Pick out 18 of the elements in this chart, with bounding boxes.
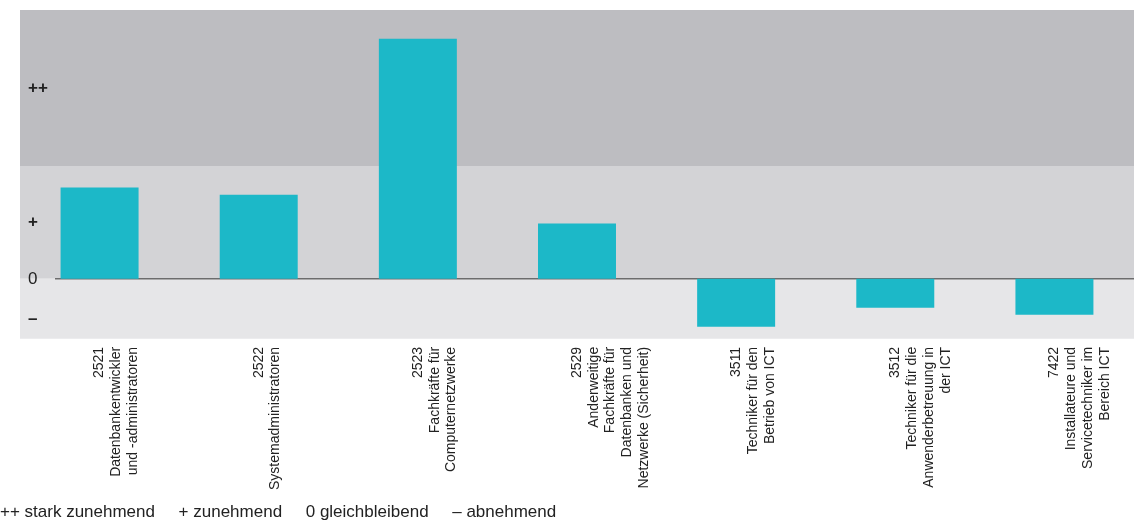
x-tick-label: 2523 Fachkräfte für Computernetzwerke: [408, 346, 459, 473]
text: ++ stark zunehmend + zunehmend 0 gleichbleibend – abnehmend: [0, 502, 557, 522]
bar: [1015, 278, 1094, 315]
x-tick-label: 3511 Techniker für den Betrieb von ICT: [727, 346, 777, 455]
ref-line-label: 0: [28, 268, 38, 288]
bar: [538, 223, 616, 279]
x-tick-label: 2529 Anderweitige Fachkräfte für Datenbanken und Netzwerke (Sicherheit): [567, 346, 652, 489]
x-tick-label: 3512 Techniker für die Anwenderbetreuung in der ICT: [886, 346, 953, 488]
bar: [378, 38, 457, 279]
bar: [856, 278, 935, 308]
band-label: ++: [28, 77, 48, 97]
bar: [219, 194, 298, 279]
x-tick-label: 7422 Installateure und Servicetechniker im Bereich ICT: [1045, 346, 1112, 469]
band-label: –: [28, 308, 38, 328]
x-tick-label: 2521 Datenbankentwickler und -administratoren: [90, 346, 141, 477]
bar: [60, 187, 139, 279]
band-label: +: [28, 212, 38, 232]
bar: [697, 278, 776, 327]
